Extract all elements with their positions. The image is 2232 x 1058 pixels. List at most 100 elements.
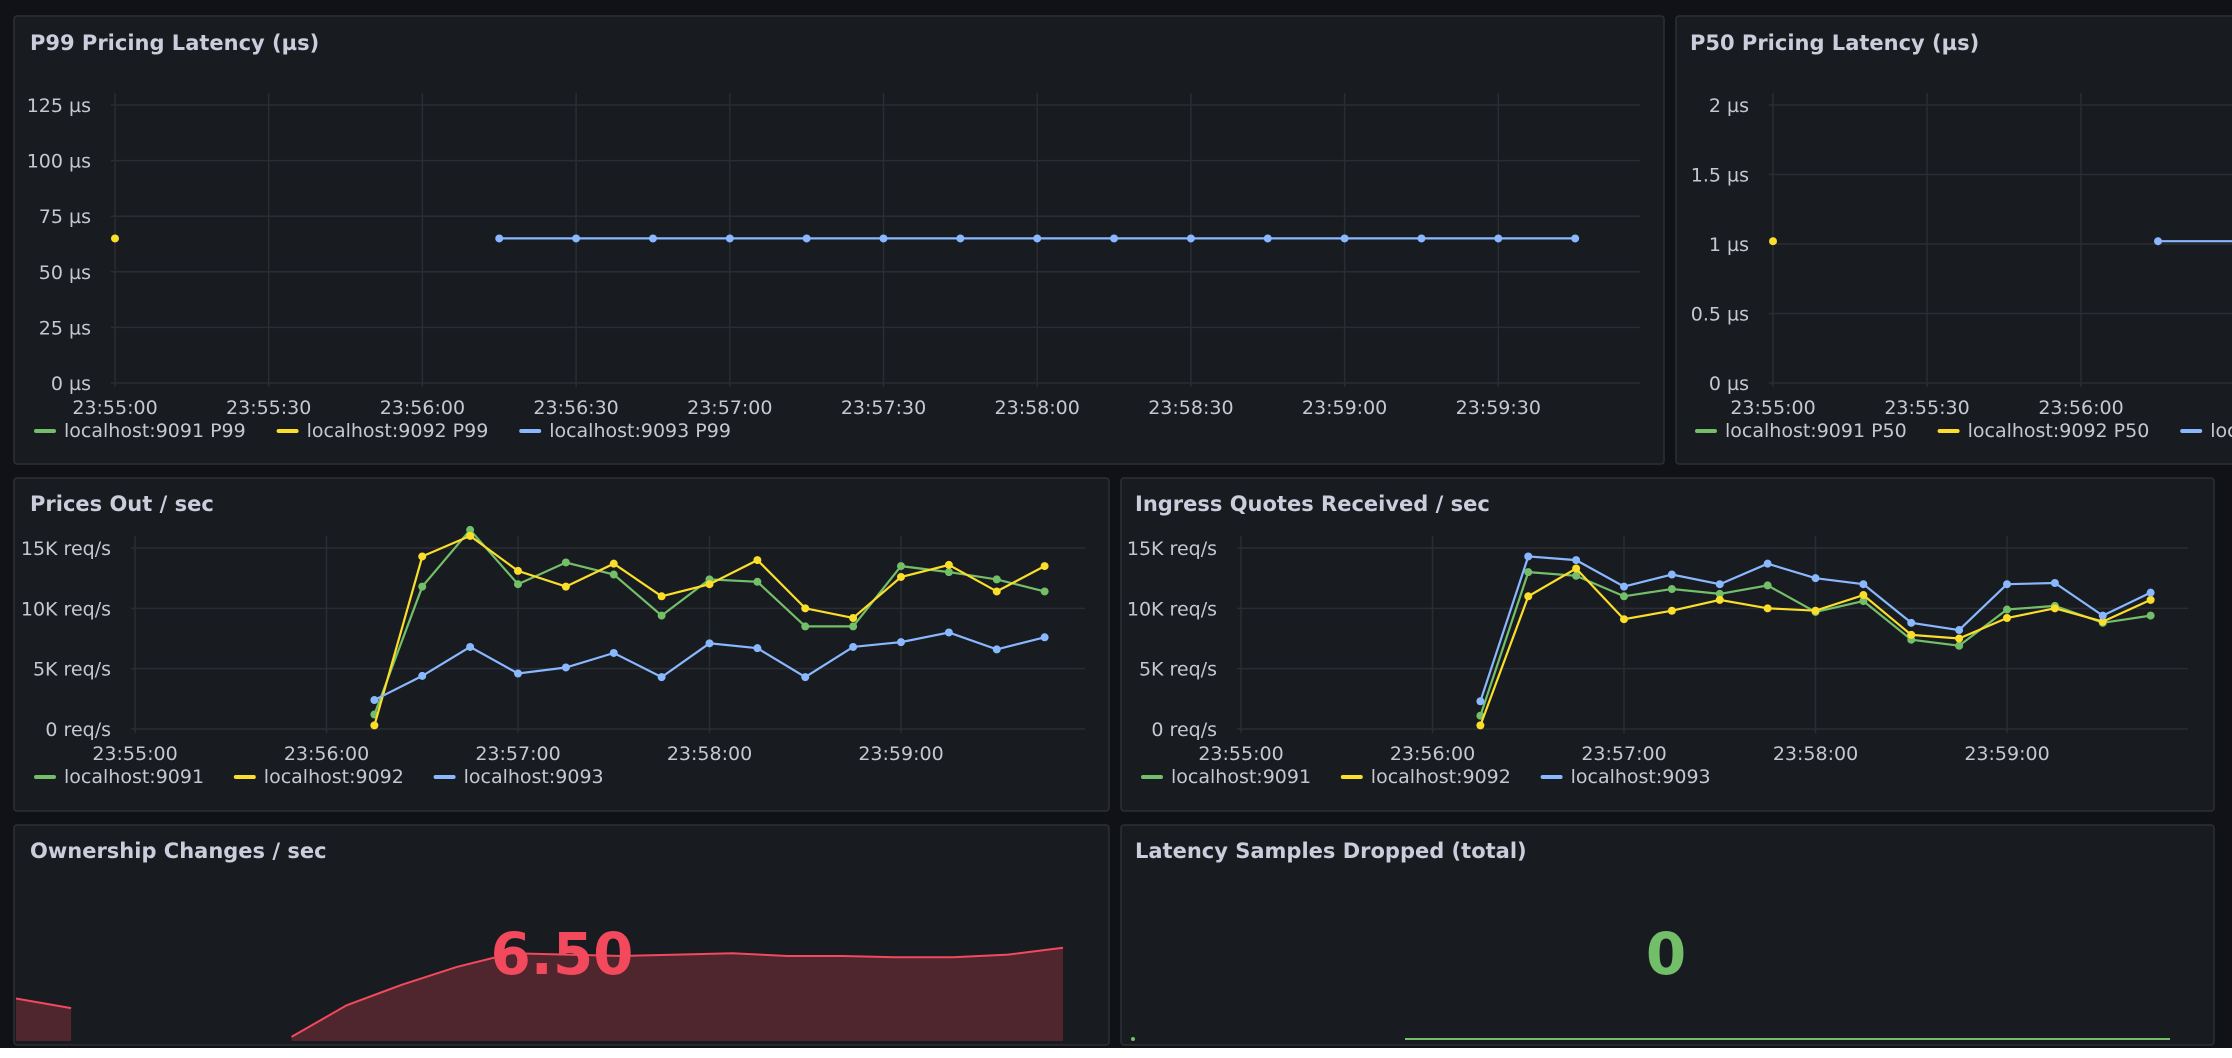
data-point — [944, 628, 953, 637]
data-point — [648, 234, 657, 243]
y-tick-label: 125 µs — [27, 95, 91, 117]
panel-title[interactable]: Prices Out / sec — [30, 492, 214, 516]
data-point — [753, 556, 762, 565]
data-point — [1763, 559, 1772, 568]
dropped-stat-value: 0 — [1646, 920, 1686, 988]
data-point — [2098, 611, 2107, 620]
data-point — [466, 642, 475, 651]
data-point — [849, 613, 858, 622]
data-point — [609, 559, 618, 568]
data-point — [1620, 592, 1628, 601]
legend-label[interactable]: localhost:9092 — [1371, 766, 1511, 788]
data-point — [1572, 571, 1581, 580]
panel-p50-latency[interactable]: P50 Pricing Latency (µs) 0 µs 0.5 µs 1 µs 1… — [1675, 15, 2232, 465]
panel-p99-latency[interactable]: P99 Pricing Latency (µs) 0 µs 25 µs 50 µs 7… — [13, 15, 1665, 465]
dropped-sparkline — [1131, 1037, 2170, 1041]
data-point — [1572, 556, 1581, 565]
y-tick-label: 5K req/s — [1139, 659, 1217, 681]
data-point — [1040, 633, 1049, 642]
x-tick-label: 23:58:00 — [667, 743, 752, 765]
legend-label[interactable]: localhost:9092 — [264, 766, 404, 788]
data-point — [2003, 605, 2011, 614]
data-point — [561, 582, 570, 591]
data-point — [418, 671, 427, 680]
panel-title[interactable]: Ownership Changes / sec — [30, 839, 327, 863]
data-point — [657, 611, 666, 620]
x-tick-label: 23:58:00 — [995, 397, 1080, 419]
panel-title[interactable]: Latency Samples Dropped (total) — [1135, 839, 1527, 863]
data-point — [944, 568, 953, 577]
legend-label[interactable]: localhost:9093 P99 — [549, 420, 731, 442]
sparkline-area — [291, 947, 1063, 1041]
p50-latency-chart: 0 µs 0.5 µs 1 µs 1.5 µs 2 µs 23:55:00 23:55:30… — [1691, 93, 2232, 419]
panel-ingress-quotes[interactable]: Ingress Quotes Received / sec 0 req/s 5K … — [1120, 477, 2215, 812]
x-tick-label: 23:59:00 — [1302, 397, 1387, 419]
p99-legend: localhost:9091 P99 localhost:9092 P99 loca… — [34, 420, 731, 442]
x-tick-label: 23:57:30 — [841, 397, 926, 419]
x-tick-label: 23:55:30 — [1884, 397, 1969, 419]
data-point — [1859, 591, 1868, 600]
sparkline-line — [291, 946, 1064, 1038]
x-tick-label: 23:56:00 — [380, 397, 465, 419]
data-point — [849, 622, 858, 631]
data-point — [1769, 237, 1777, 246]
data-point — [1040, 587, 1049, 596]
legend-label[interactable]: localhost:9091 — [64, 766, 204, 788]
data-point — [609, 648, 618, 657]
x-tick-label: 23:59:00 — [858, 743, 943, 765]
data-point — [609, 570, 618, 579]
legend-label[interactable]: localhost:9093 P50 — [2210, 420, 2232, 442]
data-point — [1763, 581, 1772, 590]
data-point — [1494, 234, 1503, 243]
legend-label[interactable]: localhost:9093 — [1571, 766, 1711, 788]
y-tick-label: 75 µs — [39, 206, 91, 228]
legend-label[interactable]: localhost:9091 — [1171, 766, 1311, 788]
data-point — [2098, 617, 2107, 626]
y-tick-label: 50 µs — [39, 262, 91, 284]
data-point — [111, 234, 119, 243]
data-point — [1715, 595, 1724, 604]
data-point — [572, 234, 581, 243]
legend-label[interactable]: localhost:9093 — [464, 766, 604, 788]
prices-legend: localhost:9091 localhost:9092 localhost:90… — [34, 766, 604, 788]
x-tick-label: 23:57:00 — [687, 397, 772, 419]
legend-label[interactable]: localhost:9091 P99 — [64, 420, 246, 442]
data-point — [1340, 234, 1349, 243]
panel-frame — [1120, 824, 2215, 1046]
data-point — [2003, 613, 2011, 622]
data-point — [1033, 234, 1042, 243]
data-point — [1040, 562, 1049, 571]
x-tick-label: 23:55:30 — [226, 397, 311, 419]
panel-ownership-changes[interactable]: Ownership Changes / sec 6.50 — [13, 824, 1110, 1046]
data-point — [1715, 589, 1724, 598]
panel-latency-dropped[interactable]: Latency Samples Dropped (total) 0 — [1120, 824, 2215, 1046]
ownership-sparkline — [15, 946, 1064, 1041]
data-point — [1571, 234, 1580, 243]
data-point — [801, 622, 810, 631]
x-tick-label: 23:55:00 — [1730, 397, 1815, 419]
legend-label[interactable]: localhost:9091 P50 — [1725, 420, 1907, 442]
data-point — [849, 642, 858, 651]
data-point — [2050, 604, 2059, 613]
data-point — [753, 577, 762, 586]
panel-title[interactable]: Ingress Quotes Received / sec — [1135, 492, 1490, 516]
data-point — [657, 592, 666, 601]
y-tick-label: 15K req/s — [21, 538, 111, 560]
panel-title[interactable]: P50 Pricing Latency (µs) — [1690, 31, 1979, 55]
data-point — [514, 566, 522, 575]
legend-label[interactable]: localhost:9092 P99 — [307, 420, 489, 442]
x-tick-label: 23:55:00 — [72, 397, 157, 419]
data-point — [370, 721, 379, 730]
panel-prices-out[interactable]: Prices Out / sec 0 req/s 5K req/s 10K req/… — [13, 477, 1110, 812]
x-tick-label: 23:58:30 — [1148, 397, 1233, 419]
panel-title[interactable]: P99 Pricing Latency (µs) — [30, 31, 319, 55]
legend-label[interactable]: localhost:9092 P50 — [1968, 420, 2150, 442]
data-point — [2003, 580, 2011, 589]
data-point — [1110, 234, 1119, 243]
data-point — [1667, 585, 1676, 594]
y-tick-label: 10K req/s — [1127, 598, 1217, 620]
y-tick-label: 5K req/s — [33, 659, 111, 681]
data-point — [1955, 626, 1964, 635]
y-tick-label: 15K req/s — [1127, 538, 1217, 560]
y-tick-label: 1.5 µs — [1691, 165, 1749, 187]
